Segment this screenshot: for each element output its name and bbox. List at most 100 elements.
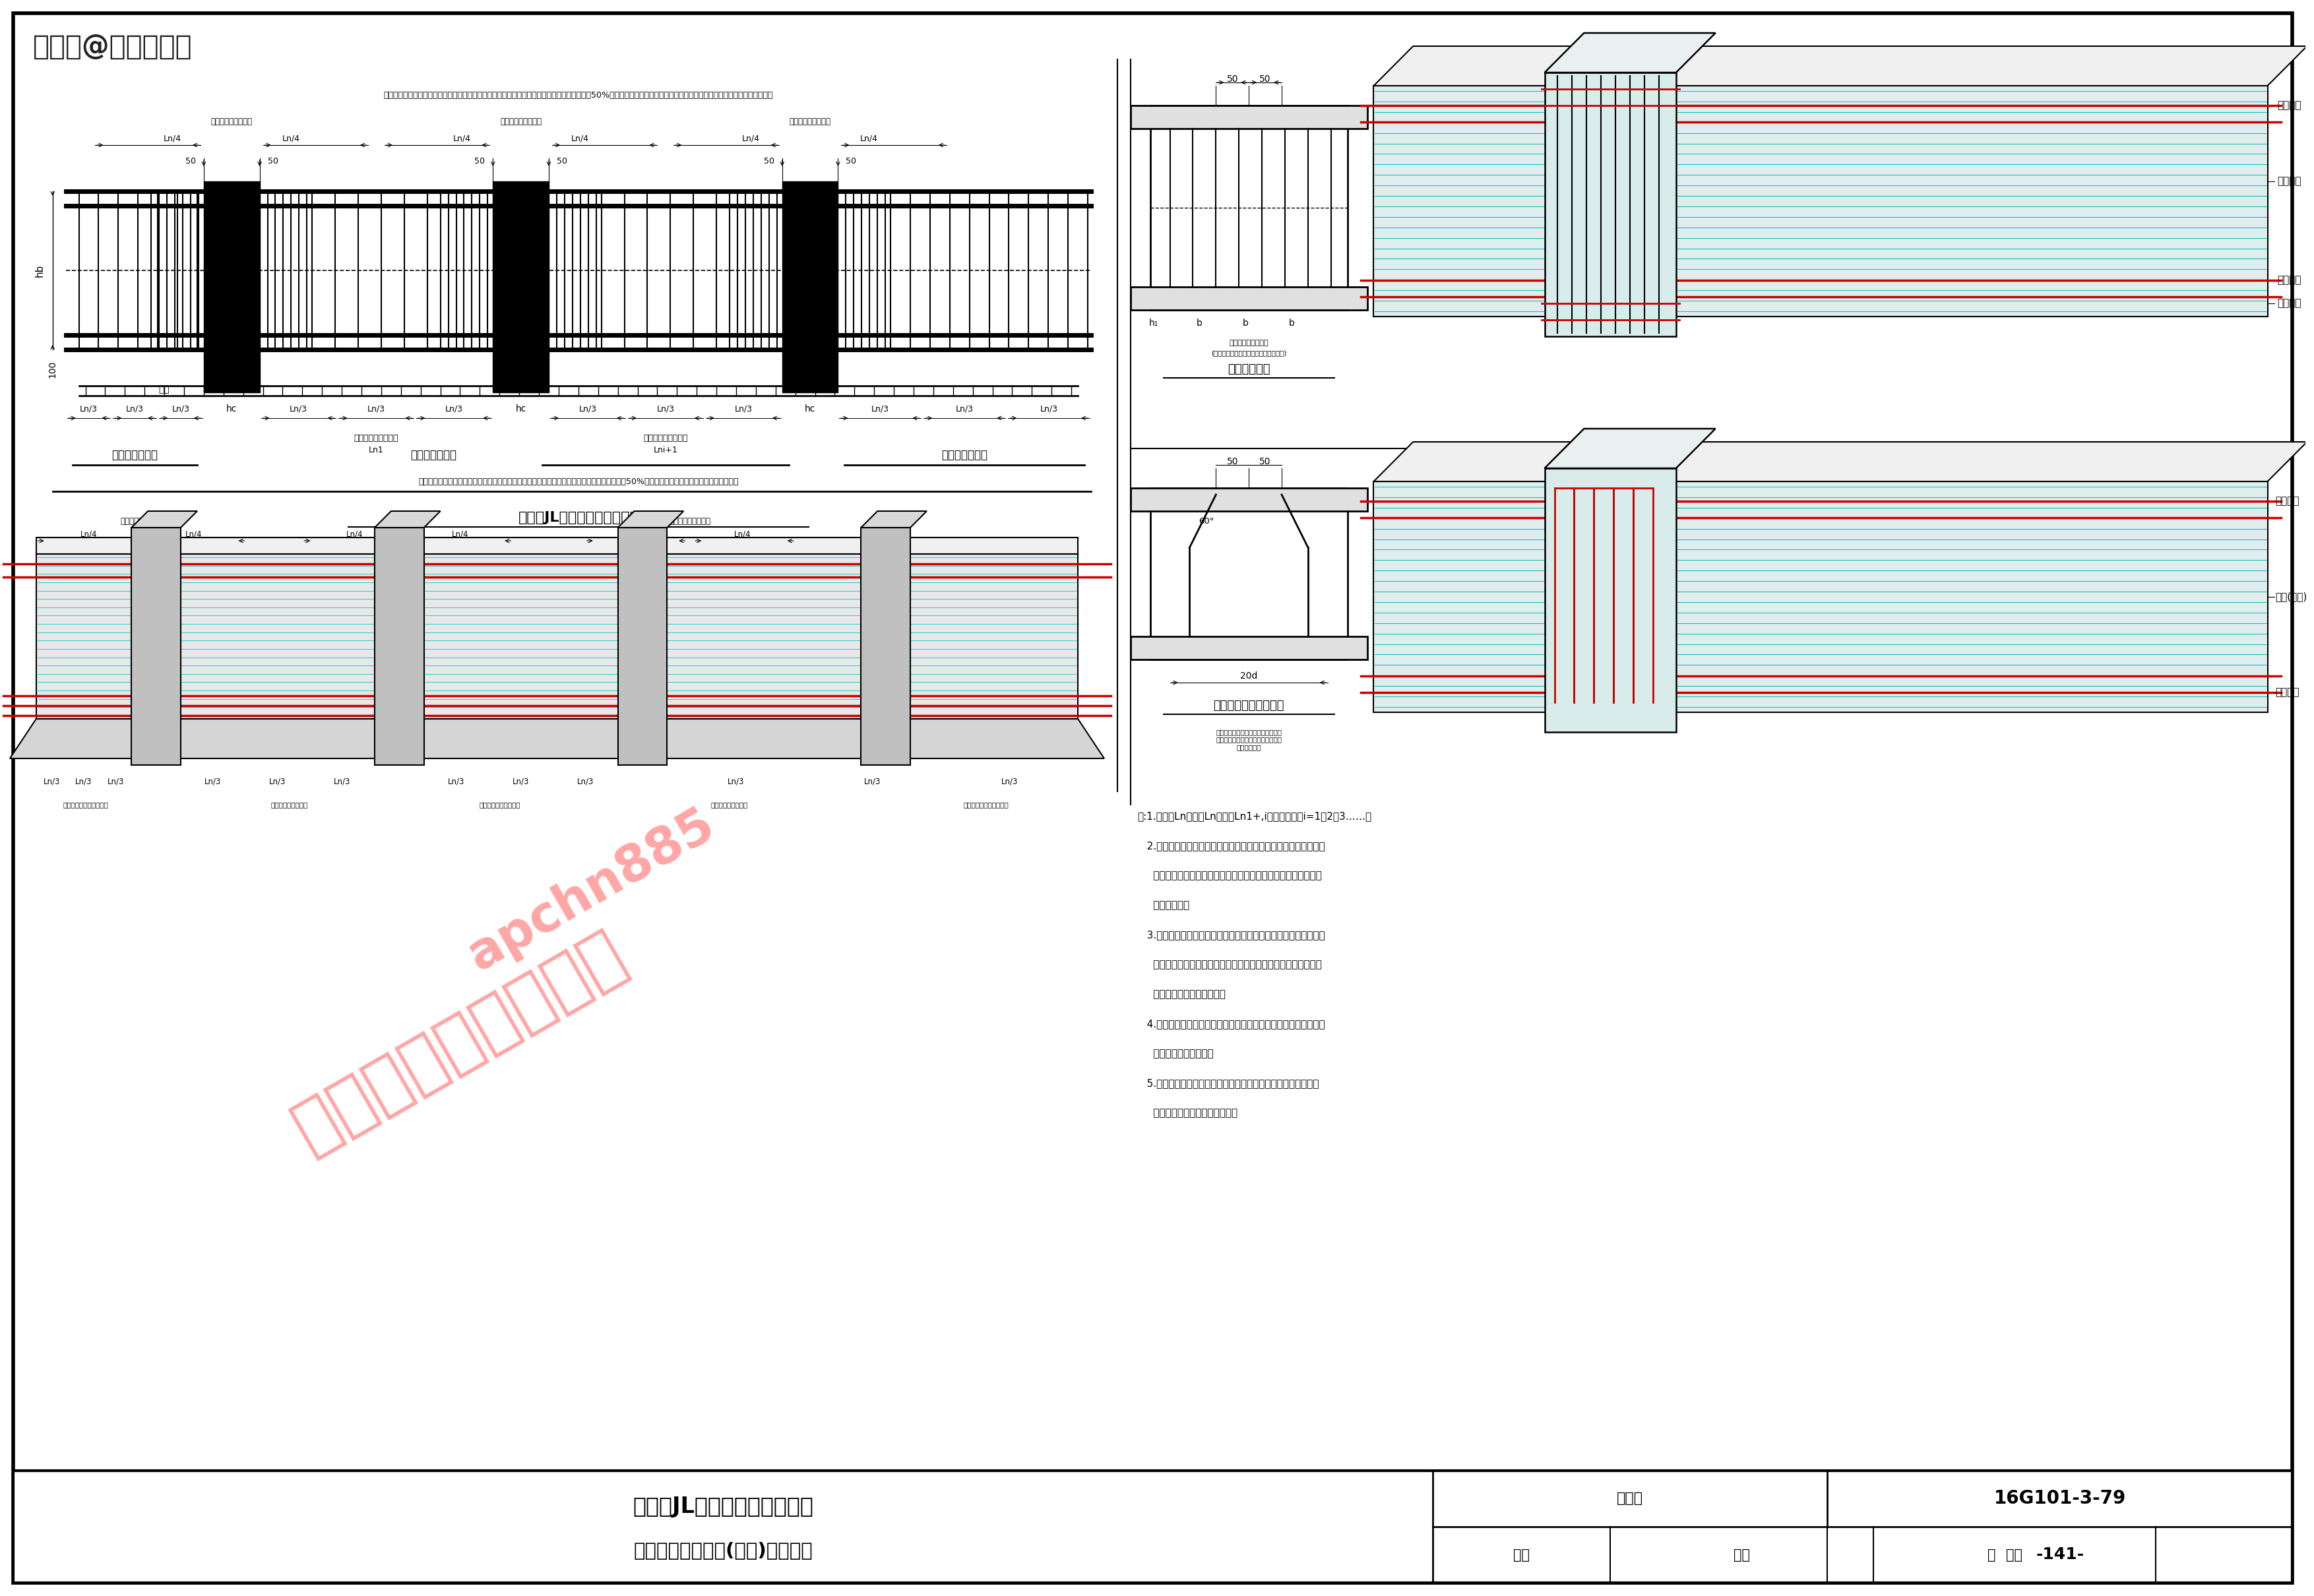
- Text: 顶部贯通纵筋在连接区内采用搭接，机械连接或焊接。同一连接区段内接头面积百分率不宜大于50%。当钢筋长度可穿过一连接区到下一连接区: 顶部贯通纵筋在连接区内采用搭接，机械连接或焊接。同一连接区段内接头面积百分率不宜…: [419, 477, 738, 485]
- Text: 基础主梁: 基础主梁: [2277, 177, 2302, 187]
- Text: 50: 50: [185, 158, 197, 166]
- Text: 部贯通纵筋延过其标注的跨数终点或起点，伸至配置较小的毗邻: 部贯通纵筋延过其标注的跨数终点或起点，伸至配置较小的毗邻: [1136, 959, 1321, 969]
- Polygon shape: [1375, 46, 2307, 86]
- Text: 50: 50: [764, 158, 775, 166]
- Text: Ln/4: Ln/4: [629, 530, 646, 538]
- Text: Ln/3: Ln/3: [727, 777, 745, 785]
- Bar: [14, 1470, 2293, 1583]
- Text: Ln/3: Ln/3: [289, 405, 308, 413]
- Text: Ln/3: Ln/3: [106, 777, 125, 785]
- Bar: [782, 182, 838, 393]
- Polygon shape: [132, 511, 197, 528]
- Text: 底部贯通纵筋连接区: 底部贯通纵筋连接区: [354, 434, 398, 442]
- Text: 附加（反扣）吊筋构造: 附加（反扣）吊筋构造: [1213, 699, 1284, 712]
- Text: 5.基础梁相交处位于同一层面的交叉纵筋，何梁纵筋在下，何梁: 5.基础梁相交处位于同一层面的交叉纵筋，何梁纵筋在下，何梁: [1136, 1079, 1319, 1088]
- Text: Ln/4: Ln/4: [81, 530, 97, 538]
- Text: 附加箍筋: 附加箍筋: [2277, 276, 2302, 286]
- Bar: [861, 528, 909, 764]
- Text: 50: 50: [1226, 75, 1238, 83]
- Text: Ln/3: Ln/3: [368, 405, 384, 413]
- Text: 顶部贯通纵筋连接区: 顶部贯通纵筋连接区: [500, 118, 541, 126]
- Text: 基础次梁: 基础次梁: [2275, 688, 2300, 697]
- Text: Ln/3: Ln/3: [79, 405, 97, 413]
- Bar: [493, 182, 548, 393]
- Text: Ln/3: Ln/3: [576, 777, 595, 785]
- Bar: [1132, 105, 1368, 129]
- Text: hb: hb: [35, 263, 44, 276]
- Text: Ln/3: Ln/3: [171, 405, 190, 413]
- Text: 基础主筋: 基础主筋: [2275, 496, 2300, 506]
- Bar: [132, 528, 180, 764]
- Text: 底部非贯通纵筋: 底部非贯通纵筋: [410, 448, 456, 461]
- Text: 项部贯通纵筋链接区: 项部贯通纵筋链接区: [669, 517, 710, 525]
- Text: 校对: 校对: [1733, 1548, 1749, 1561]
- Text: 底部非贯通纵筋: 底部非贯通纵筋: [942, 448, 988, 461]
- Polygon shape: [1543, 468, 1675, 733]
- Polygon shape: [375, 511, 440, 528]
- Text: Ln/3: Ln/3: [956, 405, 974, 413]
- Text: Ln/3: Ln/3: [449, 777, 465, 785]
- Text: hc: hc: [805, 404, 815, 413]
- Text: 50: 50: [847, 158, 856, 166]
- Text: 基础梁JL纵向钢筋与箍筋构造: 基础梁JL纵向钢筋与箍筋构造: [518, 511, 639, 525]
- Text: b: b: [1243, 319, 1250, 327]
- Text: Ln/3: Ln/3: [125, 405, 143, 413]
- Text: 顶部贯通纵筋连接区: 顶部贯通纵筋连接区: [211, 118, 252, 126]
- Text: Ln/3: Ln/3: [1039, 405, 1057, 413]
- Bar: [1150, 488, 1347, 659]
- Text: 基础次梁: 基础次梁: [2277, 298, 2302, 308]
- Text: 50: 50: [1226, 456, 1238, 466]
- Text: 吊筋(反扣): 吊筋(反扣): [2275, 592, 2307, 602]
- Text: hc: hc: [516, 404, 525, 413]
- Text: apchn885: apchn885: [460, 800, 724, 980]
- Text: 当梁节点的筋节点箍筋设置难以施工
时，宜将此处吊筋改为附加箍筋设置
（但非必须）: 当梁节点的筋节点箍筋设置难以施工 时，宜将此处吊筋改为附加箍筋设置 （但非必须）: [1215, 729, 1282, 750]
- Text: (附加箍筋最大布置范围，但非必须布满): (附加箍筋最大布置范围，但非必须布满): [1210, 350, 1287, 356]
- Text: 2.节点区内箍筋按梁端箍筋设置。梁相互交叉宽度内的箍筋按截面: 2.节点区内箍筋按梁端箍筋设置。梁相互交叉宽度内的箍筋按截面: [1136, 841, 1326, 851]
- Text: Ln/3: Ln/3: [204, 777, 222, 785]
- Text: 60°: 60°: [1199, 517, 1215, 525]
- Text: 基础梁JL纵向钢筋与箍筋构造: 基础梁JL纵向钢筋与箍筋构造: [632, 1495, 812, 1518]
- Text: Ln/3: Ln/3: [578, 405, 597, 413]
- Text: b: b: [1289, 319, 1294, 327]
- Polygon shape: [1543, 72, 1675, 337]
- Text: b: b: [1196, 319, 1203, 327]
- Text: Ln/4: Ln/4: [454, 134, 470, 142]
- Text: 搜狐号@精品资料库: 搜狐号@精品资料库: [32, 34, 192, 61]
- Text: Ln/3: Ln/3: [863, 777, 882, 785]
- Bar: [1150, 105, 1347, 310]
- Bar: [375, 528, 423, 764]
- Text: Ln1: Ln1: [368, 447, 384, 455]
- Text: 顶部贯通纵筋连接区: 顶部贯通纵筋连接区: [789, 118, 831, 126]
- Text: 垫层: 垫层: [160, 385, 169, 394]
- Text: Ln/4: Ln/4: [861, 134, 877, 142]
- Text: Ln/4: Ln/4: [572, 134, 590, 142]
- Text: Ln/3: Ln/3: [268, 777, 287, 785]
- Text: 高度较大的基础梁设置。同跨箍筋有两种时，各自设置范围按具: 高度较大的基础梁设置。同跨箍筋有两种时，各自设置范围按具: [1136, 870, 1321, 881]
- Text: 顶部贯通纵筋在连接区内采用搭接，机械连接或焊接。同一连接区段内接头面积百分率不宜大于50%。当钢筋长度可穿过一连接区到下一连接区并满足连接要求时，宜穿越设置: 顶部贯通纵筋在连接区内采用搭接，机械连接或焊接。同一连接区段内接头面积百分率不宜…: [384, 91, 773, 101]
- Text: 页: 页: [1988, 1548, 1995, 1561]
- Text: 50: 50: [268, 158, 278, 166]
- Text: 审核: 审核: [1513, 1548, 1530, 1561]
- Polygon shape: [1543, 34, 1715, 72]
- Text: Ln/3: Ln/3: [76, 777, 93, 785]
- Text: 顶部贯通纵筋链接区: 顶部贯通纵筋链接区: [386, 517, 428, 525]
- Text: 免费获取请添加信息: 免费获取请添加信息: [282, 921, 636, 1163]
- Text: Ln/3: Ln/3: [734, 405, 752, 413]
- Text: Ln/4: Ln/4: [282, 134, 301, 142]
- Text: 附加箍筋构造: 附加箍筋构造: [1226, 364, 1270, 375]
- Text: 度值应由设计者注明。: 度值应由设计者注明。: [1136, 1049, 1213, 1058]
- Text: Ln/3: Ln/3: [333, 777, 352, 785]
- Bar: [1132, 637, 1368, 659]
- Text: 4.当底部纵筋多于两排时，从第三排起非贯通纵筋向跨内的伸出长: 4.当底部纵筋多于两排时，从第三排起非贯通纵筋向跨内的伸出长: [1136, 1018, 1326, 1029]
- Text: 底部非贯通纵筋连接区: 底部非贯通纵筋连接区: [479, 801, 521, 808]
- Polygon shape: [9, 718, 1104, 758]
- Text: 图集号: 图集号: [1617, 1492, 1643, 1505]
- Text: 底部贯通纵筋连接区: 底部贯通纵筋连接区: [643, 434, 687, 442]
- Text: Ln/3: Ln/3: [1002, 777, 1018, 785]
- Text: 底部非贯通纵筋伸出长度: 底部非贯通纵筋伸出长度: [963, 801, 1009, 808]
- Polygon shape: [37, 538, 1078, 554]
- Text: Ln/4: Ln/4: [743, 134, 759, 142]
- Text: 20d: 20d: [1240, 672, 1257, 680]
- Text: 体设计注写。: 体设计注写。: [1136, 900, 1189, 910]
- Text: Ln/4: Ln/4: [347, 530, 363, 538]
